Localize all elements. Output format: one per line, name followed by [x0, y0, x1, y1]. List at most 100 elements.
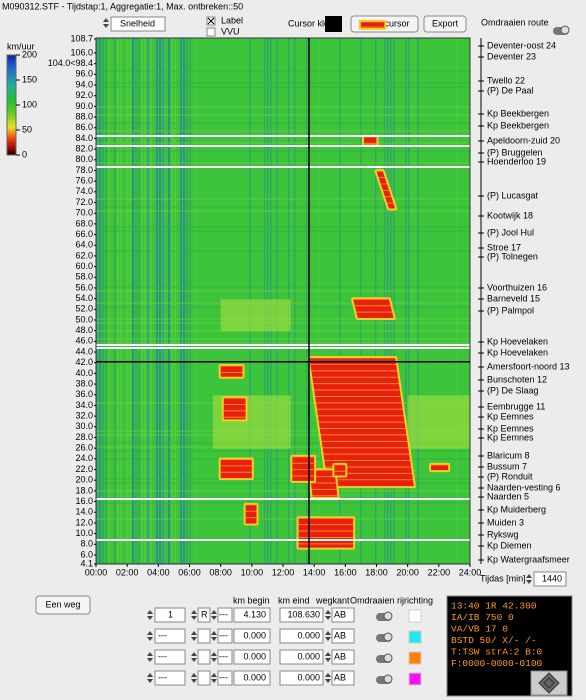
km-tick-label: 34.0	[75, 400, 93, 410]
input[interactable]	[217, 628, 233, 644]
heatmap-stripe	[111, 38, 113, 564]
spinner[interactable]	[325, 652, 331, 662]
input[interactable]	[279, 628, 324, 644]
toggle-knob[interactable]	[560, 25, 570, 35]
heatmap-band	[96, 130, 470, 132]
location-label: Voorthuizen 16	[487, 282, 547, 292]
spinner[interactable]	[191, 610, 197, 620]
heatmap-stripe	[339, 38, 341, 564]
location-label: Kp Hoevelaken	[487, 336, 548, 346]
nav-diamond[interactable]	[538, 672, 560, 694]
heatmap-stripe	[294, 38, 296, 564]
table-header: wegkant	[315, 595, 350, 605]
spinner[interactable]	[211, 631, 217, 641]
toggle-knob[interactable]	[383, 611, 393, 621]
input[interactable]	[233, 628, 271, 644]
spinner[interactable]	[526, 574, 532, 584]
color-swatch[interactable]	[408, 672, 422, 686]
location-label: Apeldoorn-zuid 20	[487, 135, 560, 145]
input[interactable]	[217, 607, 233, 623]
location-label: Eembrugge 11	[487, 401, 545, 411]
spinner[interactable]	[211, 673, 217, 683]
color-swatch[interactable]	[408, 651, 422, 665]
km-tick-label: 46.0	[75, 336, 93, 346]
spinner[interactable]	[325, 631, 331, 641]
input[interactable]	[331, 607, 355, 623]
spinner[interactable]	[103, 18, 109, 28]
table-cell: 108.630	[287, 609, 320, 619]
input[interactable]	[154, 649, 186, 665]
km-tick-label: 16.0	[75, 496, 93, 506]
heatmap-stripe	[141, 38, 143, 564]
input[interactable]	[154, 628, 186, 644]
km-tick-label: 74.0	[75, 186, 93, 196]
km-tick-label: 38.0	[75, 378, 93, 388]
info-line: BSTD 50/ X/- /-	[451, 635, 537, 646]
input[interactable]	[217, 670, 233, 686]
input[interactable]	[154, 607, 186, 623]
km-tick-label: 108.7	[70, 33, 93, 43]
toggle-knob[interactable]	[383, 653, 393, 663]
time-input[interactable]	[533, 571, 567, 587]
input[interactable]	[331, 628, 355, 644]
heatmap-band	[96, 562, 470, 564]
km-tick-label: 68.0	[75, 218, 93, 228]
input[interactable]	[331, 670, 355, 686]
spinner[interactable]	[211, 652, 217, 662]
location-label: Rykswg	[487, 529, 519, 539]
spinner[interactable]	[147, 631, 153, 641]
checkbox[interactable]	[206, 27, 216, 37]
color-swatch[interactable]	[408, 630, 422, 644]
heatmap-stripe	[99, 38, 101, 564]
input[interactable]	[217, 649, 233, 665]
input[interactable]	[197, 649, 211, 665]
toggle-knob[interactable]	[383, 632, 393, 642]
heatmap-stripe	[192, 38, 194, 564]
table-cell: AB	[334, 630, 346, 640]
km-tick-label: 64.0	[75, 240, 93, 250]
toggle-knob[interactable]	[383, 674, 393, 684]
km-tick-label: 50.0	[75, 314, 93, 324]
spinner[interactable]	[211, 610, 217, 620]
button[interactable]	[35, 595, 91, 615]
color-swatch[interactable]	[408, 609, 422, 623]
heatmap-stripe	[135, 38, 137, 564]
input[interactable]	[233, 649, 271, 665]
heatmap-gap	[96, 498, 470, 500]
input[interactable]	[331, 649, 355, 665]
button[interactable]	[423, 15, 467, 33]
spinner[interactable]	[191, 631, 197, 641]
heatmap-band	[96, 82, 470, 84]
km-tick-label: 32.0	[75, 410, 93, 420]
input[interactable]	[279, 670, 324, 686]
spinner[interactable]	[325, 610, 331, 620]
km-tick-label: 86.0	[75, 122, 93, 132]
input[interactable]	[233, 607, 271, 623]
cursor-color-swatch[interactable]	[325, 16, 342, 32]
spinner[interactable]	[325, 673, 331, 683]
input[interactable]	[279, 649, 324, 665]
location-label: Kootwijk 18	[487, 210, 533, 220]
input[interactable]	[197, 607, 211, 623]
table-cell: ---	[158, 672, 167, 682]
input[interactable]	[154, 670, 186, 686]
input[interactable]	[197, 670, 211, 686]
spinner[interactable]	[147, 610, 153, 620]
spinner[interactable]	[191, 652, 197, 662]
heatmap-band	[96, 450, 470, 452]
spinner[interactable]	[147, 673, 153, 683]
time-tick-label: 00:00	[85, 567, 108, 577]
table-cell: ---	[158, 651, 167, 661]
input[interactable]	[197, 628, 211, 644]
input[interactable]	[233, 670, 271, 686]
input[interactable]	[279, 607, 324, 623]
heatmap-gap	[96, 539, 470, 541]
colorbar-tick-label: 50	[22, 124, 32, 134]
km-tick-label: 40.0	[75, 368, 93, 378]
km-tick-label: 96.0	[75, 69, 93, 79]
spinner[interactable]	[191, 673, 197, 683]
spinner[interactable]	[147, 652, 153, 662]
heatmap-stripe	[105, 38, 107, 564]
dropdown[interactable]	[110, 16, 166, 32]
colorbar-tick-label: 0	[22, 149, 27, 159]
